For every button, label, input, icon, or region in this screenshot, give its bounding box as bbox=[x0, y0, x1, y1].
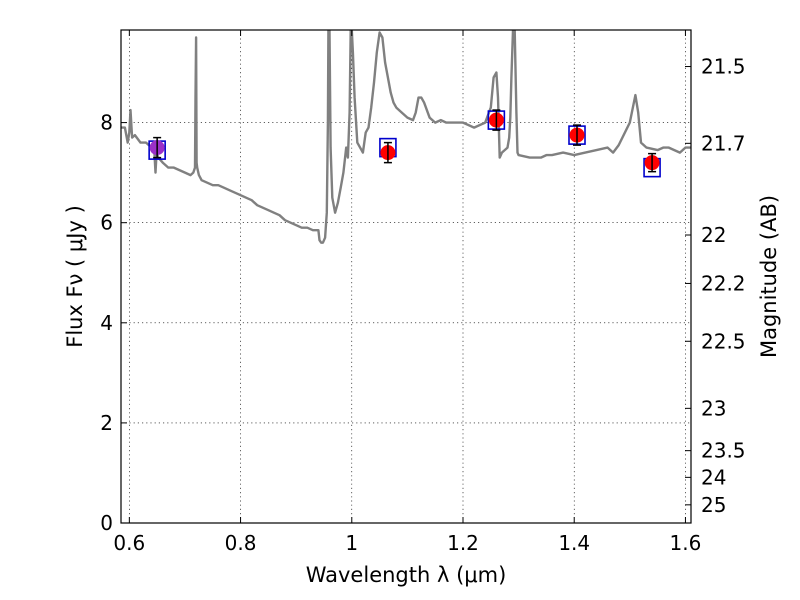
y2-tick-label: 23 bbox=[701, 396, 726, 420]
y-tick-label: 2 bbox=[100, 411, 113, 435]
axis-ticks bbox=[121, 30, 691, 524]
y2-tick-label: 21.7 bbox=[701, 131, 746, 155]
x-tick-label: 1 bbox=[345, 531, 358, 555]
x-tick-label: 1.2 bbox=[447, 531, 479, 555]
y2-tick-label: 25 bbox=[701, 493, 726, 517]
x-tick-label: 0.8 bbox=[225, 531, 257, 555]
y-tick-label: 6 bbox=[100, 211, 113, 235]
y2-tick-label: 22 bbox=[701, 223, 726, 247]
x-tick-label: 1.6 bbox=[670, 531, 702, 555]
grid-lines bbox=[121, 30, 691, 524]
y2-tick-label: 22.2 bbox=[701, 271, 746, 295]
y-tick-label: 4 bbox=[100, 311, 113, 335]
tick-labels: 0.6 0.8 1 1.2 1.4 1.60246821.521.72222.222.52… bbox=[100, 55, 745, 555]
template-spectrum bbox=[121, 30, 691, 244]
spectrum-line bbox=[121, 30, 691, 244]
y2-axis-title: Magnitude (AB) bbox=[757, 195, 781, 358]
x-tick-label: 1.4 bbox=[558, 531, 590, 555]
x-axis-title: Wavelength λ (μm) bbox=[306, 563, 507, 587]
y2-tick-label: 21.5 bbox=[701, 55, 746, 79]
y-axis-title: Flux Fν ( μJy ) bbox=[63, 205, 87, 348]
photometry-points bbox=[148, 109, 661, 178]
x-tick-label: 0.6 bbox=[113, 531, 145, 555]
y2-tick-label: 24 bbox=[701, 465, 726, 489]
y2-tick-label: 23.5 bbox=[701, 439, 746, 463]
y2-tick-label: 22.5 bbox=[701, 329, 746, 353]
y-tick-label: 0 bbox=[100, 511, 113, 535]
y-tick-label: 8 bbox=[100, 111, 113, 135]
plot-frame bbox=[120, 29, 692, 524]
